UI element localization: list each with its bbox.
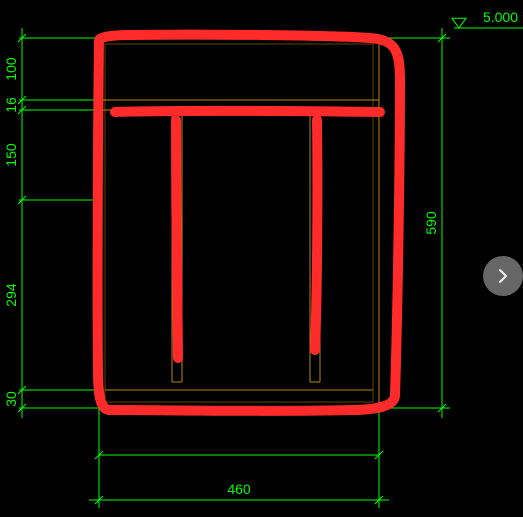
- svg-text:30: 30: [3, 391, 19, 407]
- chevron-right-icon: [496, 269, 510, 283]
- svg-text:100: 100: [3, 57, 19, 81]
- svg-text:5.000: 5.000: [483, 9, 518, 25]
- svg-text:590: 590: [423, 211, 439, 235]
- svg-text:16: 16: [3, 97, 19, 113]
- svg-text:150: 150: [3, 143, 19, 167]
- svg-text:460: 460: [227, 481, 251, 497]
- next-button[interactable]: [483, 256, 523, 296]
- svg-text:294: 294: [3, 283, 19, 307]
